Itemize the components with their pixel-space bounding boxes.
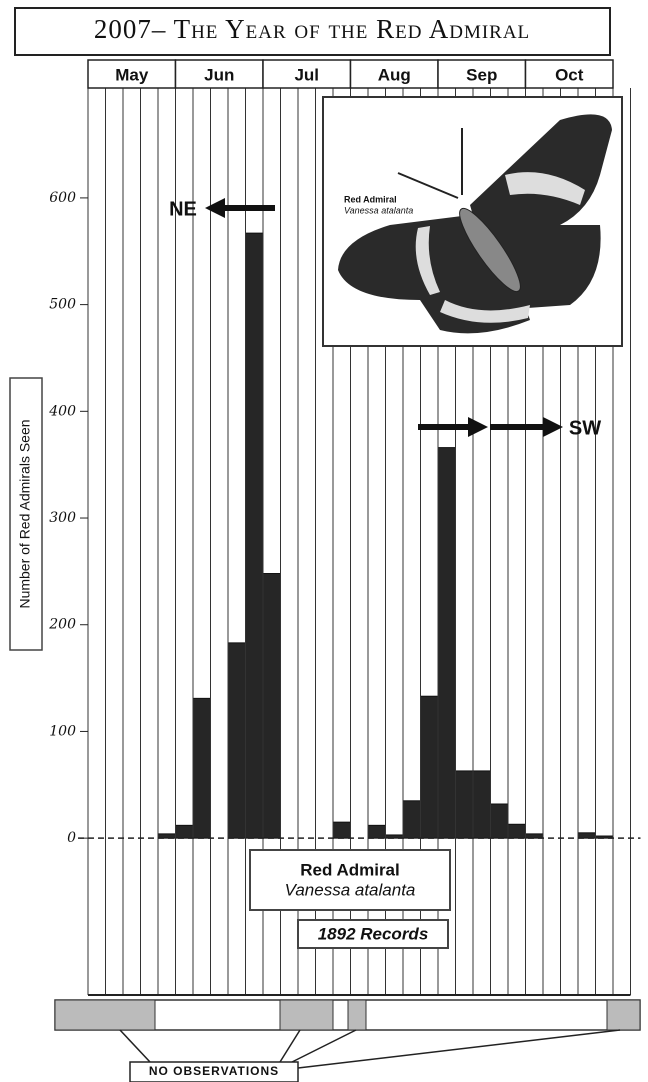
legend-species: Vanessa atalanta	[285, 880, 416, 899]
y-tick-label: 100	[49, 723, 76, 739]
bar	[455, 770, 474, 839]
legend-box	[249, 849, 451, 911]
legend-name: Red Admiral	[300, 860, 400, 879]
month-cell	[262, 59, 352, 89]
inset: Red Admiral Vanessa atalanta	[322, 96, 623, 347]
y-label-box	[9, 377, 43, 651]
arrow-head	[543, 417, 563, 437]
no-obs-segment	[606, 999, 641, 1031]
bar	[192, 697, 211, 839]
bar	[437, 447, 456, 839]
month-label: Jul	[294, 65, 319, 84]
bar	[420, 695, 439, 839]
y-tick-label: 400	[48, 403, 76, 419]
chart-title: 2007– The Year of the Red Admiral	[94, 14, 530, 44]
month-label: Aug	[378, 65, 411, 84]
bar	[507, 823, 526, 839]
no-obs-segment	[54, 999, 156, 1031]
y-tick-label: 500	[49, 297, 76, 313]
y-tick-label: 0	[67, 830, 76, 846]
month-cell	[87, 59, 177, 89]
bar	[245, 232, 264, 839]
month-cell	[524, 59, 614, 89]
annotation: NE	[169, 198, 197, 220]
bar	[262, 573, 281, 839]
bar	[472, 770, 491, 839]
inset-name: Red Admiral	[344, 194, 397, 204]
month-label: May	[115, 65, 149, 84]
bar	[577, 832, 596, 839]
no-obs-box	[129, 1061, 299, 1082]
y-axis-label: Number of Red Admirals Seen	[17, 419, 33, 608]
body	[459, 207, 521, 293]
bar	[175, 824, 194, 839]
bar	[227, 642, 246, 839]
bar	[367, 824, 386, 839]
bar	[332, 821, 351, 839]
y-tick-label: 200	[48, 617, 76, 633]
records-box	[297, 919, 449, 949]
month-cell	[349, 59, 439, 89]
arrow-head	[468, 417, 488, 437]
y-tick-label: 300	[49, 510, 76, 526]
month-label: Jun	[204, 65, 234, 84]
month-label: Oct	[555, 65, 584, 84]
no-obs-segment	[347, 999, 367, 1031]
bar	[490, 803, 509, 839]
no-obs-segment	[279, 999, 334, 1031]
bar	[402, 800, 421, 839]
pointer-lines	[119, 1029, 621, 1069]
month-label: Sep	[466, 65, 497, 84]
y-tick-label: 600	[49, 190, 76, 206]
band	[505, 172, 585, 205]
title-box	[14, 7, 611, 56]
arrow-head	[205, 198, 225, 218]
inset-species: Vanessa atalanta	[344, 205, 413, 215]
antenna	[397, 172, 459, 199]
annotation: SW	[569, 417, 601, 439]
band	[440, 300, 530, 323]
no-obs-label: NO OBSERVATIONS	[149, 1064, 279, 1078]
records: 1892 Records	[318, 924, 429, 943]
band	[415, 226, 440, 295]
